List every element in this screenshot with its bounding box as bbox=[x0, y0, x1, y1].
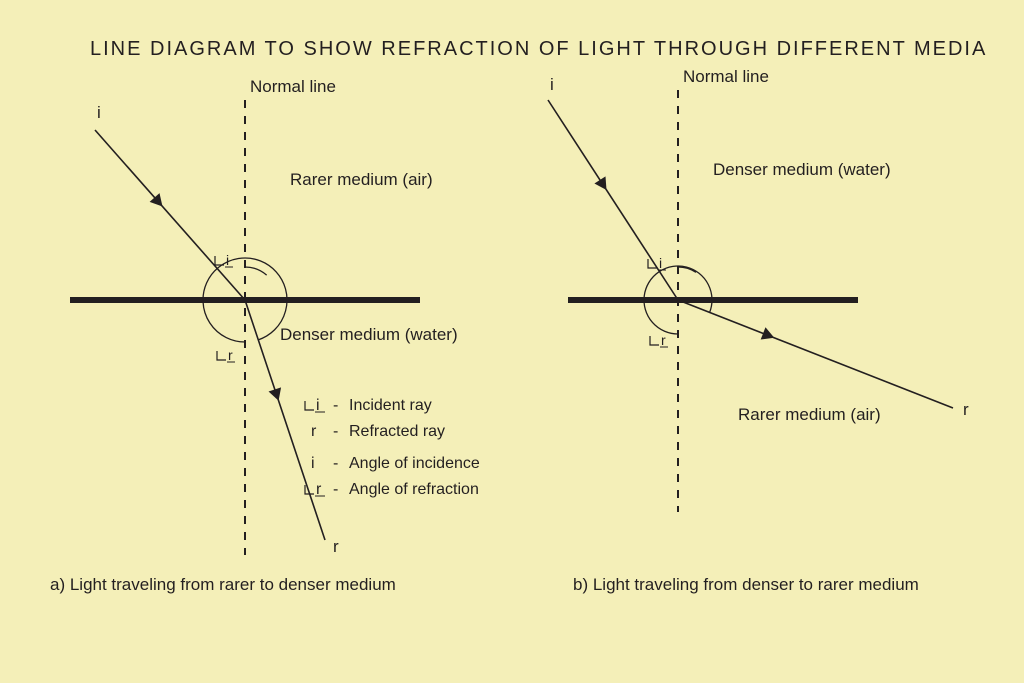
svg-text:-: - bbox=[333, 481, 338, 498]
medium-top-label: Denser medium (water) bbox=[713, 160, 891, 179]
refracted-ray-label: r bbox=[963, 400, 969, 419]
angle-of-incidence-label: i bbox=[659, 255, 662, 271]
normal-line-label: Normal line bbox=[683, 67, 769, 86]
refracted-ray-label: r bbox=[333, 537, 339, 556]
legend-text: Angle of refraction bbox=[349, 481, 479, 498]
medium-top-label: Rarer medium (air) bbox=[290, 170, 433, 189]
medium-bottom-label: Denser medium (water) bbox=[280, 325, 458, 344]
legend-symbol: r bbox=[316, 481, 322, 498]
svg-text:-: - bbox=[333, 397, 338, 414]
legend-symbol: i bbox=[316, 397, 320, 414]
refraction-diagram: LINE DIAGRAM TO SHOW REFRACTION OF LIGHT… bbox=[0, 0, 1024, 683]
panel-caption: a) Light traveling from rarer to denser … bbox=[50, 575, 396, 594]
panel-caption: b) Light traveling from denser to rarer … bbox=[573, 575, 919, 594]
diagram-title: LINE DIAGRAM TO SHOW REFRACTION OF LIGHT… bbox=[90, 38, 987, 60]
incident-ray-label: i bbox=[550, 75, 554, 94]
legend-symbol: i bbox=[311, 455, 315, 472]
incident-ray-label: i bbox=[97, 103, 101, 122]
legend-text: Refracted ray bbox=[349, 423, 445, 440]
legend-symbol: r bbox=[311, 423, 317, 440]
angle-of-refraction-label: r bbox=[661, 332, 666, 348]
angle-of-incidence-label: i bbox=[226, 252, 229, 268]
angle-of-refraction-label: r bbox=[228, 347, 233, 363]
svg-text:-: - bbox=[333, 423, 338, 440]
normal-line-label: Normal line bbox=[250, 77, 336, 96]
legend-text: Incident ray bbox=[349, 397, 432, 414]
medium-bottom-label: Rarer medium (air) bbox=[738, 405, 881, 424]
svg-text:-: - bbox=[333, 455, 338, 472]
legend-text: Angle of incidence bbox=[349, 455, 480, 472]
